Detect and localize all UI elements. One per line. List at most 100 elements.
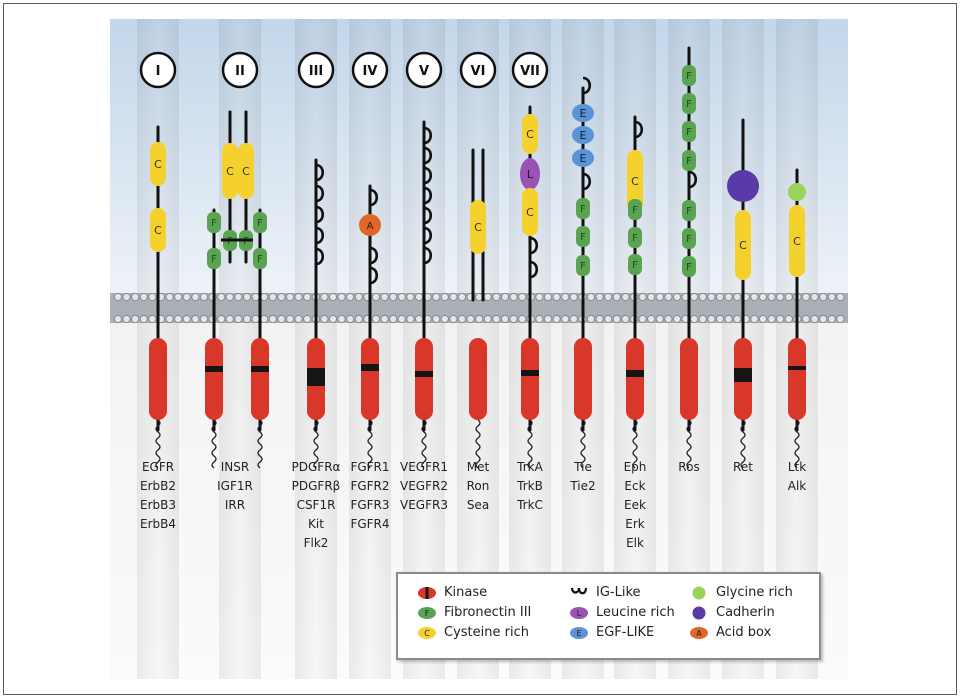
fibronectin-domain [253,212,267,233]
fibronectin-letter: F [686,156,692,167]
receptor-name: CSF1R [296,498,336,512]
cytoplasmic-tail [632,419,638,469]
lipid-head [475,314,484,324]
ig-like-loop [315,247,325,266]
lipid-head [672,314,682,324]
egf-like-domain [572,149,594,167]
lipid-head [337,292,346,302]
fibronectin-letter: F [580,261,586,272]
cysteine-rich-domain [522,188,538,236]
cysteine-letter: C [226,165,234,178]
ig-like-loop [369,188,379,207]
lipid-head [182,314,191,324]
cysteine-rich-domain [522,114,538,154]
egf-legend-letter: E [576,629,581,638]
class-numeral-circle [139,51,177,89]
ig-like-loop [423,126,433,145]
fibronectin-domain [682,150,696,171]
receptor-names-6: Met Ron Sea [438,458,518,515]
receptor-name: INSR [220,460,250,474]
lipid-head [234,292,243,302]
cysteine-letter: C [154,158,162,171]
receptor-name: Ron [466,479,490,493]
kinase-domain [205,338,223,420]
receptor-name: VEGFR1 [400,460,448,474]
cadherin-domain [727,170,759,202]
cysteine-rich-domain [627,150,643,212]
lipid-head [518,292,527,302]
acid-box-domain [359,214,381,236]
receptor-name: VEGFR2 [400,479,448,493]
ig-like-loop [423,246,433,265]
receptor-name: Eph [623,460,647,474]
lipid-head [638,292,647,302]
fibronectin-letter: F [686,234,692,245]
lipid-head [621,292,630,302]
egf-letter: E [580,107,587,120]
cysteine-rich-domain [222,143,238,199]
kinase-domain [521,338,539,420]
lipid-head [595,292,604,302]
lipid-head [199,314,209,324]
lipid-head [354,292,363,302]
lipid-head [492,314,501,324]
glycine-rich-domain [788,183,806,201]
cysteine-letter: C [793,235,801,248]
class-numeral-circle [459,51,497,89]
lipid-head [346,292,355,302]
lipid-head [655,292,664,302]
lipid-head [113,314,123,324]
cytoplasmic-tail [527,419,533,469]
legend-label: Glycine rich [716,585,793,600]
kinase-domain [788,338,806,420]
cysteine-rich-domain [238,143,254,199]
lipid-head [406,292,415,302]
lipid-head [827,314,836,324]
lipid-head [784,314,793,324]
kinase-insert [205,366,223,372]
receptor-name: TrkC [517,498,543,512]
fibronectin-letter: F [211,254,217,265]
receptor-names-8: Tie Tie2 [543,458,623,496]
legend-label: Kinase [444,585,488,600]
lipid-head [122,292,131,302]
class-numeral: IV [363,64,378,79]
lipid-head [724,314,733,324]
ig-like-loop [423,206,433,225]
lipid-head [810,292,819,302]
cysteine-letter: C [526,128,534,141]
lipid-head [397,314,406,324]
ig-like-loop [315,163,325,182]
receptor-name: ErbB3 [140,498,176,512]
figure-frame [3,3,957,695]
lipid-head [148,292,157,302]
lipid-head [500,292,510,302]
ig-like-loop [315,184,325,203]
ig-like-loop [634,120,644,139]
fibronectin-letter: F [257,218,263,229]
fibronectin-domain [682,93,696,114]
receptor-name: TrkA [517,460,543,474]
cysteine-rich-domain [735,210,751,280]
cysteine-letter: C [526,206,534,219]
fibronectin-letter: F [686,127,692,138]
class-numeral: VI [471,64,486,79]
kinase-insert [734,368,752,382]
lipid-head [604,292,613,302]
cytoplasmic-tail [740,419,746,469]
lipid-head [199,292,209,302]
lipid-head [191,292,200,302]
class-numeral-circle [405,51,443,89]
lipid-head [217,314,226,324]
lipid-head [217,292,226,302]
lipid-head [337,314,346,324]
lipid-head [285,314,295,324]
fibronectin-letter: F [580,204,586,215]
lipid-head [819,314,828,324]
receptor-name: Tie [574,460,592,474]
receptor-name: Kit [308,517,324,531]
lipid-head [604,314,613,324]
lipid-head [277,314,286,324]
lipid-head [715,292,725,302]
kinase-insert [307,368,325,386]
